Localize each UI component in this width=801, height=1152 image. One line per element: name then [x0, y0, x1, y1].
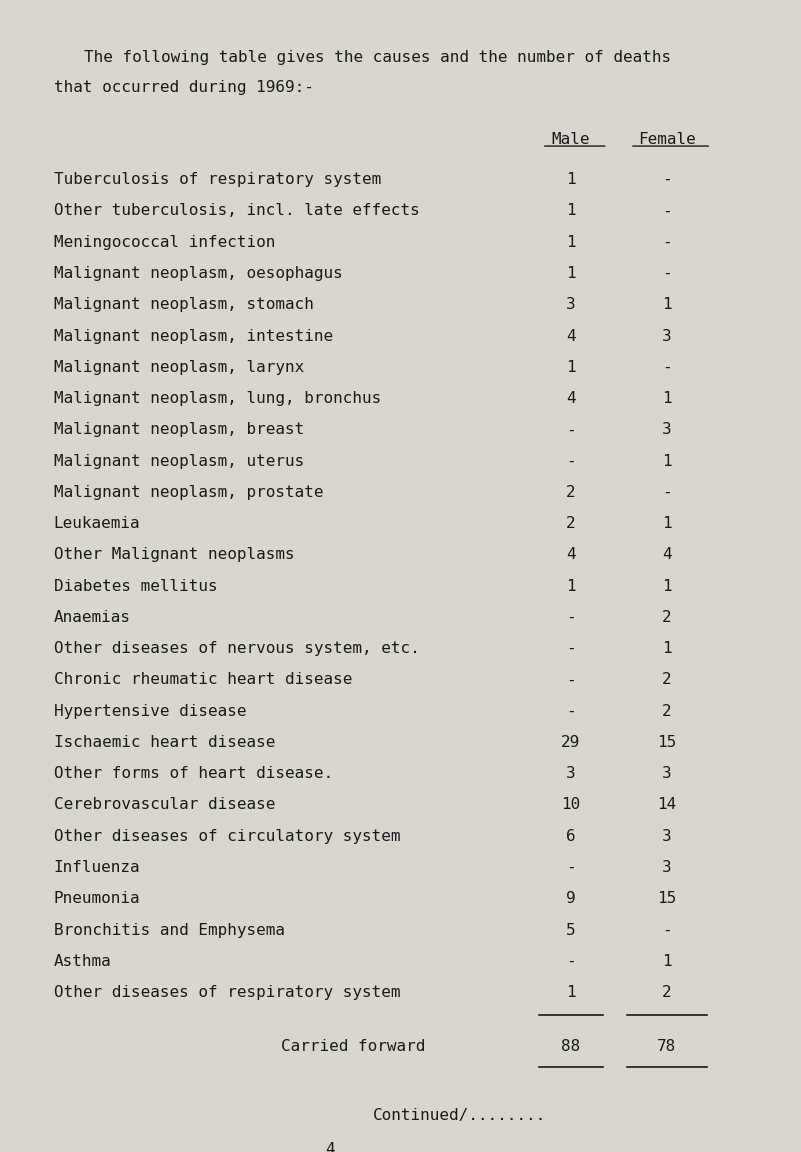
- Text: 2: 2: [662, 985, 671, 1000]
- Text: Other diseases of nervous system, etc.: Other diseases of nervous system, etc.: [54, 642, 420, 657]
- Text: Tuberculosis of respiratory system: Tuberculosis of respiratory system: [54, 172, 381, 187]
- Text: 2: 2: [662, 673, 671, 688]
- Text: Other diseases of circulatory system: Other diseases of circulatory system: [54, 828, 400, 843]
- Text: 1: 1: [566, 985, 576, 1000]
- Text: -: -: [662, 485, 671, 500]
- Text: 4: 4: [324, 1143, 334, 1152]
- Text: 4: 4: [566, 547, 576, 562]
- Text: -: -: [662, 266, 671, 281]
- Text: -: -: [662, 172, 671, 187]
- Text: Carried forward: Carried forward: [281, 1039, 425, 1054]
- Text: -: -: [566, 454, 576, 469]
- Text: -: -: [566, 423, 576, 438]
- Text: Anaemias: Anaemias: [54, 609, 131, 624]
- Text: Other forms of heart disease.: Other forms of heart disease.: [54, 766, 332, 781]
- Text: -: -: [662, 204, 671, 219]
- Text: Malignant neoplasm, intestine: Malignant neoplasm, intestine: [54, 328, 332, 343]
- Text: 4: 4: [662, 547, 671, 562]
- Text: Malignant neoplasm, breast: Malignant neoplasm, breast: [54, 423, 304, 438]
- Text: 3: 3: [662, 328, 671, 343]
- Text: Continued/........: Continued/........: [373, 1108, 546, 1123]
- Text: 3: 3: [662, 423, 671, 438]
- Text: 6: 6: [566, 828, 576, 843]
- Text: 78: 78: [657, 1039, 676, 1054]
- Text: Other tuberculosis, incl. late effects: Other tuberculosis, incl. late effects: [54, 204, 420, 219]
- Text: Leukaemia: Leukaemia: [54, 516, 140, 531]
- Text: 10: 10: [562, 797, 581, 812]
- Text: Diabetes mellitus: Diabetes mellitus: [54, 578, 217, 593]
- Text: 2: 2: [566, 485, 576, 500]
- Text: Bronchitis and Emphysema: Bronchitis and Emphysema: [54, 923, 284, 938]
- Text: -: -: [566, 704, 576, 719]
- Text: 1: 1: [662, 391, 671, 406]
- Text: -: -: [566, 609, 576, 624]
- Text: 88: 88: [562, 1039, 581, 1054]
- Text: 15: 15: [657, 735, 676, 750]
- Text: 2: 2: [662, 704, 671, 719]
- Text: Other Malignant neoplasms: Other Malignant neoplasms: [54, 547, 294, 562]
- Text: 29: 29: [562, 735, 581, 750]
- Text: -: -: [662, 359, 671, 374]
- Text: Ischaemic heart disease: Ischaemic heart disease: [54, 735, 275, 750]
- Text: 1: 1: [662, 954, 671, 969]
- Text: 3: 3: [662, 828, 671, 843]
- Text: 1: 1: [662, 578, 671, 593]
- Text: Malignant neoplasm, stomach: Malignant neoplasm, stomach: [54, 297, 313, 312]
- Text: 3: 3: [566, 297, 576, 312]
- Text: Meningococcal infection: Meningococcal infection: [54, 235, 275, 250]
- Text: 2: 2: [566, 516, 576, 531]
- Text: 1: 1: [662, 454, 671, 469]
- Text: 1: 1: [566, 359, 576, 374]
- Text: Influenza: Influenza: [54, 861, 140, 876]
- Text: 1: 1: [662, 642, 671, 657]
- Text: 2: 2: [662, 609, 671, 624]
- Text: 9: 9: [566, 892, 576, 907]
- Text: 1: 1: [566, 172, 576, 187]
- Text: 1: 1: [566, 204, 576, 219]
- Text: 14: 14: [657, 797, 676, 812]
- Text: Other diseases of respiratory system: Other diseases of respiratory system: [54, 985, 400, 1000]
- Text: -: -: [566, 642, 576, 657]
- Text: 1: 1: [566, 266, 576, 281]
- Text: 1: 1: [566, 235, 576, 250]
- Text: 3: 3: [662, 861, 671, 876]
- Text: 15: 15: [657, 892, 676, 907]
- Text: -: -: [566, 861, 576, 876]
- Text: 3: 3: [662, 766, 671, 781]
- Text: Pneumonia: Pneumonia: [54, 892, 140, 907]
- Text: -: -: [566, 673, 576, 688]
- Text: 4: 4: [566, 328, 576, 343]
- Text: that occurred during 1969:-: that occurred during 1969:-: [54, 79, 313, 94]
- Text: Malignant neoplasm, lung, bronchus: Malignant neoplasm, lung, bronchus: [54, 391, 381, 406]
- Text: Malignant neoplasm, larynx: Malignant neoplasm, larynx: [54, 359, 304, 374]
- Text: -: -: [566, 954, 576, 969]
- Text: Malignant neoplasm, oesophagus: Malignant neoplasm, oesophagus: [54, 266, 342, 281]
- Text: Hypertensive disease: Hypertensive disease: [54, 704, 246, 719]
- Text: 1: 1: [566, 578, 576, 593]
- Text: 3: 3: [566, 766, 576, 781]
- Text: The following table gives the causes and the number of deaths: The following table gives the causes and…: [84, 51, 671, 66]
- Text: Chronic rheumatic heart disease: Chronic rheumatic heart disease: [54, 673, 352, 688]
- Text: 4: 4: [566, 391, 576, 406]
- Text: Cerebrovascular disease: Cerebrovascular disease: [54, 797, 275, 812]
- Text: Malignant neoplasm, prostate: Malignant neoplasm, prostate: [54, 485, 323, 500]
- Text: Malignant neoplasm, uterus: Malignant neoplasm, uterus: [54, 454, 304, 469]
- Text: -: -: [662, 235, 671, 250]
- Text: 5: 5: [566, 923, 576, 938]
- Text: 1: 1: [662, 516, 671, 531]
- Text: Female: Female: [638, 131, 695, 146]
- Text: -: -: [662, 923, 671, 938]
- Text: Asthma: Asthma: [54, 954, 111, 969]
- Text: Male: Male: [552, 131, 590, 146]
- Text: 1: 1: [662, 297, 671, 312]
